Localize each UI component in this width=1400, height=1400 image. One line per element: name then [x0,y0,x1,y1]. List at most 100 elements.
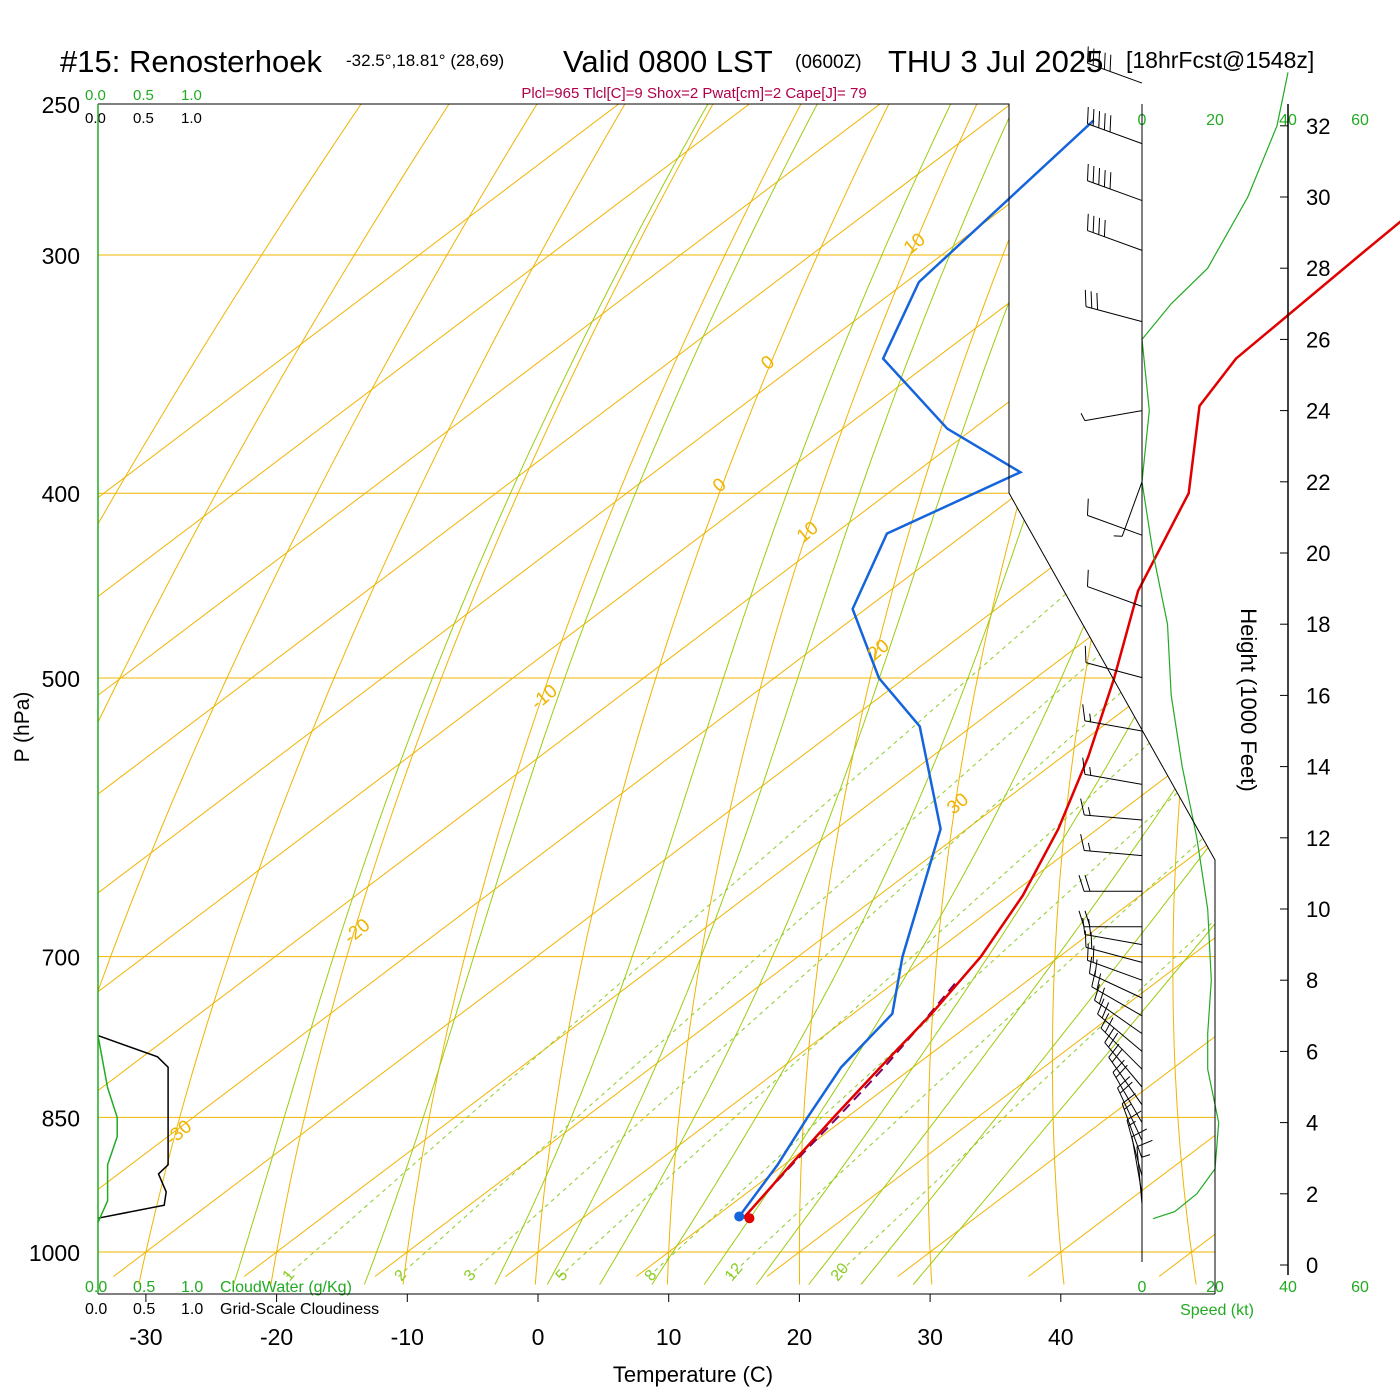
barb-feather [1082,917,1086,935]
dry-adiabat [798,104,1080,1285]
mixing-ratio-label: 3 [461,1267,480,1285]
temperature-line [742,220,1400,1220]
barb-feather [1090,932,1093,949]
wind-barb [1091,970,1143,1017]
dry-adiabat-label: 20 [864,635,894,665]
barb-staff [1126,1119,1143,1177]
isotherm [766,104,1215,1277]
height-tick-label: 6 [1306,1039,1318,1064]
cloudiness-line [97,1034,169,1219]
wind-barb [1121,1093,1143,1159]
cloudwater-scale-bottom: 0.0 0.5 1.0 CloudWater (g/Kg) [85,1279,352,1296]
dry-adiabat [98,104,385,1285]
barb-staff [1085,306,1143,323]
x-tick-label: 0 [532,1324,545,1350]
barb-feather [1101,1002,1110,1019]
height-tick-label: 18 [1306,612,1330,637]
barb-feather [1109,115,1112,132]
speed-axis-label: Speed (kt) [1180,1302,1254,1319]
barb-staff [1117,1087,1143,1141]
cloudiness-tick: 1.0 [181,1301,203,1318]
isotherm [897,104,1215,1277]
barb-staff [1084,720,1143,732]
wind-barb [1080,410,1143,422]
barb-feather [1092,166,1095,183]
cloudiness-scale-top: 0.0 0.5 1.0 [85,110,202,127]
cloudwater-tick: 0.0 [85,1279,107,1296]
cloudwater-tick: 0.5 [133,87,154,104]
wind-barb [1078,875,1142,892]
barb-feather [1097,998,1105,1015]
barb-feather [1086,106,1089,124]
moist-adiabat [233,104,728,1285]
isotherm [243,104,1215,1277]
cloudiness-scale-bottom: 0.0 0.5 1.0 Grid-Scale Cloudiness [85,1301,379,1318]
plot-frame [98,103,1216,1294]
moist-adiabat [860,104,1215,1285]
barb-staff [1085,662,1143,679]
barb-half-feather [1080,412,1086,421]
barb-half-feather [1123,1103,1132,1110]
height-tick-label: 32 [1306,114,1330,139]
speed-scale-bottom: 0 20 40 60 Speed (kt) [1138,1279,1369,1319]
barb-feather [1091,970,1096,987]
wind-barb [1084,645,1143,679]
height-tick-label: 26 [1306,327,1330,352]
barb-half-feather [1089,766,1092,776]
barb-feather [1088,918,1092,936]
cloudiness-tick: 0.0 [85,1301,107,1318]
speed-scale-top: 0 20 40 60 [1138,112,1369,129]
barb-feather [1084,289,1087,307]
cloudwater-tick: 0.5 [133,1279,155,1296]
cloudiness-tick: 1.0 [181,110,202,127]
barb-staff [1136,1146,1143,1205]
barb-feather [1090,291,1093,309]
cloudiness-label: Grid-Scale Cloudiness [220,1301,379,1318]
barb-staff [1084,410,1143,422]
isotherm [98,104,664,1277]
barb-feather [1086,46,1089,64]
isotherm [113,104,1215,1277]
wind-barb [1084,289,1143,323]
height-tick-label: 30 [1306,185,1330,210]
plot-area [98,104,1215,1285]
height-tick-label: 0 [1306,1253,1318,1278]
cloudwater-scale-top: 0.0 0.5 1.0 [85,87,202,104]
barb-feather [1109,54,1112,72]
moist-adiabat [546,104,1032,1285]
wind-barb [1086,46,1143,84]
forecast-label: [18hrFcst@1548z] [1126,47,1314,73]
barb-feather [1082,704,1086,721]
barb-feather [1098,168,1101,185]
cloudwater-tick: 1.0 [181,87,202,104]
speed-tick: 60 [1351,1279,1369,1296]
moist-adiabat [756,104,1215,1285]
wind-barb [1080,798,1143,821]
x-tick-label: -10 [391,1324,424,1350]
x-tick-label: 10 [656,1324,682,1350]
speed-tick: 0 [1138,1279,1147,1296]
cloudwater-label: CloudWater (g/Kg) [220,1279,352,1296]
barb-staff [1100,1027,1143,1070]
cloudiness-tick: 0.0 [85,110,106,127]
pressure-tick-label: 1000 [29,1240,80,1266]
barb-feather [1103,113,1106,130]
barb-feather [1082,757,1086,775]
barb-staff [1087,123,1143,145]
barb-staff [1121,1103,1143,1159]
barb-staff [1104,1042,1143,1088]
height-axis-label: Height (1000 Feet) [1236,608,1261,791]
barb-staff [1087,62,1143,84]
wind-barb [1117,1076,1143,1141]
isotherm [98,104,795,1277]
wind-barb [1113,481,1143,537]
x-tick-label: 30 [917,1324,943,1350]
barb-feather [1119,1081,1133,1094]
wind-barb [1086,943,1143,981]
surface-temperature-dot [744,1213,755,1224]
barb-half-feather [1087,807,1091,816]
barb-feather [1086,163,1089,181]
barb-feather [1103,219,1106,237]
wind-barb [1126,1110,1143,1177]
